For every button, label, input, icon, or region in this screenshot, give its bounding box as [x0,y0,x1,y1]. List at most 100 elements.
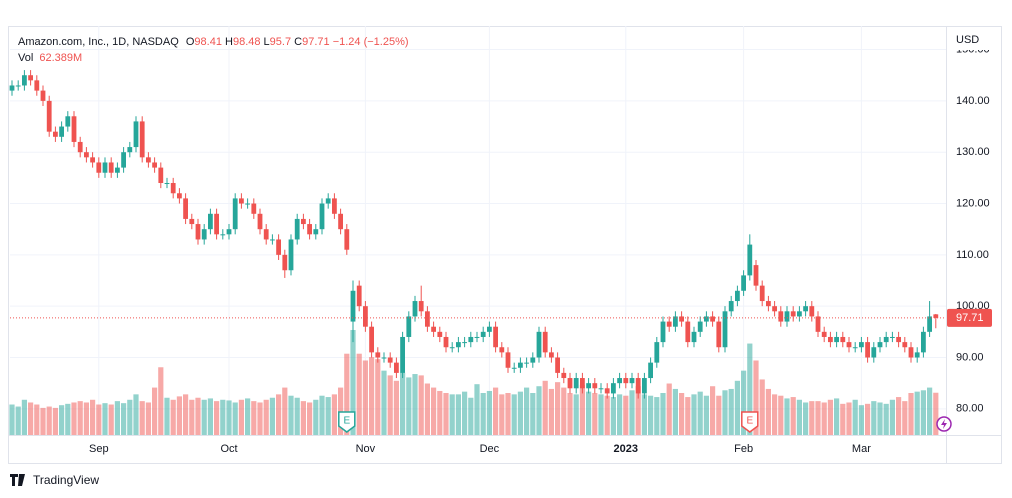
candle-body [437,331,443,337]
candle-body [821,331,827,337]
candle-layer [9,70,946,399]
volume-bar [722,390,728,435]
currency: USD [956,34,979,46]
candle-body [177,193,182,199]
volume-bar [815,401,821,435]
candle-body [245,203,250,205]
y-tick-label: 110.00 [956,249,989,261]
volume-bar [282,387,288,435]
candle-body [890,336,895,338]
volume-bar [846,402,852,435]
volume-bar [59,405,65,435]
candle-body [121,152,126,168]
volume-bar [170,399,176,435]
candle-body [220,234,226,236]
volume-bar [245,398,251,435]
candle-body [313,229,319,235]
volume-bar [809,401,815,435]
ohlc-letter: C [294,36,302,48]
candle-body [257,213,263,230]
volume-bar [883,403,889,435]
volume-bar [183,394,189,435]
candle-body [722,311,728,348]
volume-bar [858,405,864,435]
volume-bar [176,396,182,435]
earnings-label: E [746,416,753,427]
candle-body [914,352,920,358]
y-tick-label: 120.00 [956,197,990,209]
volume-bar [691,394,697,435]
last-price-box [947,308,992,327]
volume-bar [263,399,269,435]
volume-bar [592,393,598,435]
volume-bar [772,394,778,435]
candle-body [462,342,467,344]
candle-body [704,316,709,322]
volume-bar [871,401,877,435]
ohlc-value: 97.71 [302,36,330,48]
volume-bar [455,394,461,435]
volume-bar [133,394,139,435]
candle-body [524,362,529,364]
y-tick-label: 130.00 [956,146,990,158]
volume-bar [226,400,232,435]
volume-bar [307,402,313,435]
ohlc-letter: L [264,36,270,48]
volume-bar [920,390,926,435]
candle-body [239,198,244,204]
volume-bar [660,393,666,435]
candle-body [133,121,139,148]
volume-legend: Vol 62.389M [18,52,82,64]
volume-bar [827,399,833,435]
volume-bar [331,394,337,435]
candle-body [127,147,133,153]
candle-body [871,347,877,358]
volume-bar [703,395,709,435]
volume-bar [641,394,647,435]
volume-bar [424,383,430,435]
volume-bar [654,397,660,435]
candle-body [666,321,672,327]
volume-layer [9,330,939,435]
candle-body [356,285,362,307]
volume-bar [908,393,914,435]
volume-bar [96,404,102,435]
candle-body [741,275,746,291]
ohlc-value: 98.41 [194,36,222,48]
ohlc-letter: O [186,36,195,48]
volume-bar [803,402,809,435]
volume-bar [114,401,120,435]
candle-body [381,357,387,359]
candle-body [629,378,635,384]
candle-body [319,203,325,230]
candle-body [846,342,852,348]
candle-body [840,336,846,343]
candle-body [803,306,808,312]
candle-body [766,301,771,307]
x-tick-label: 2023 [614,443,638,455]
volume-bar [623,395,629,435]
candle-body [685,321,691,343]
candle-body [815,316,821,332]
volume-bar [852,399,858,435]
candle-body [679,316,684,322]
volume-bar [189,399,195,435]
candle-body [418,301,424,312]
x-tick-label: Dec [480,443,500,455]
candle-body [46,100,52,132]
volume-bar [28,402,34,435]
candle-body [208,213,213,230]
change: −1.24 (−1.25%) [333,36,409,48]
candle-body [22,75,27,86]
volume-bar [443,393,449,435]
volume-bar [201,399,207,435]
volume-bar [158,367,164,435]
candle-body [759,285,765,302]
candle-body [642,378,647,394]
candle-body [530,357,536,363]
volume-bar [34,404,40,435]
candle-body [232,198,238,230]
volume-bar [108,404,114,435]
brand-name: TradingView [33,473,99,487]
candle-body [927,316,932,332]
